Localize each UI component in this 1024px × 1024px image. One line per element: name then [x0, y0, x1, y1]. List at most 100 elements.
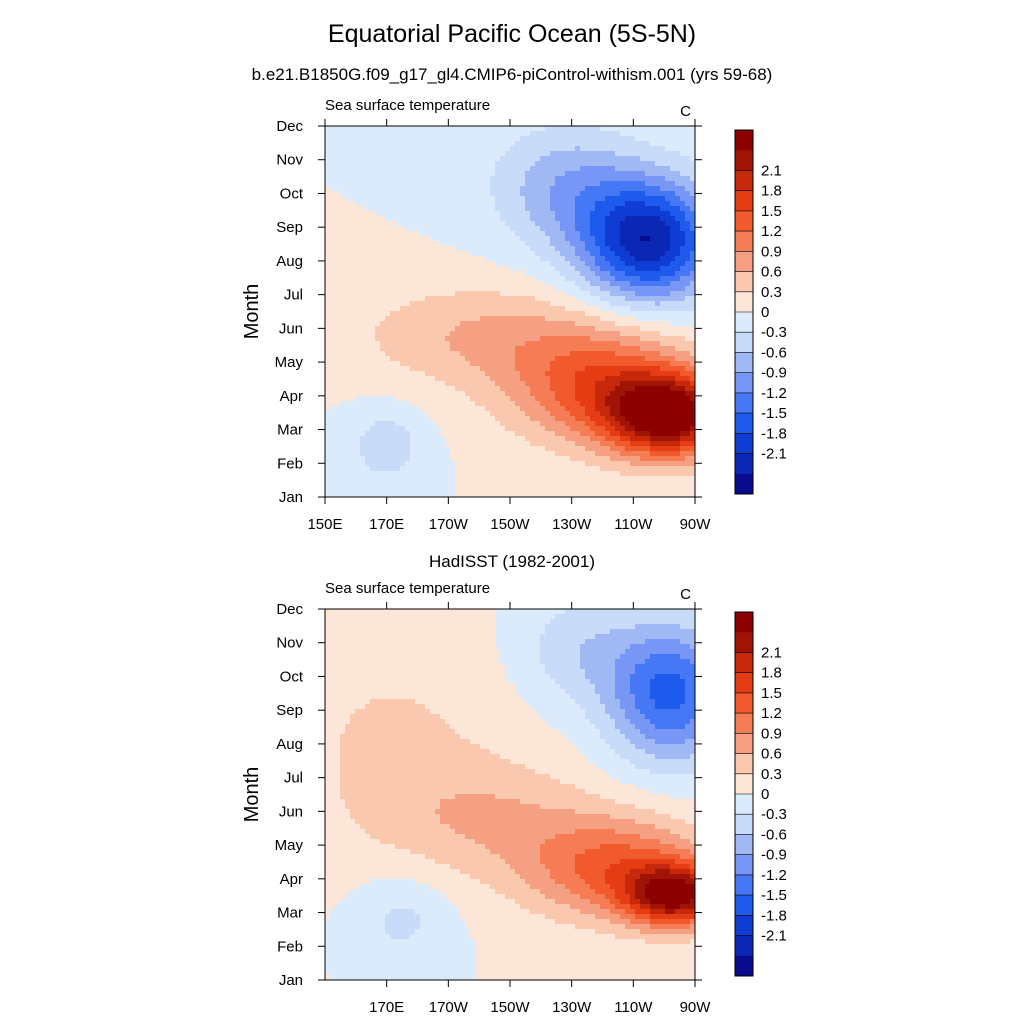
- sst-cell: [465, 141, 471, 147]
- sst-cell: [630, 401, 636, 407]
- sst-cell: [535, 156, 541, 162]
- sst-cell: [380, 256, 386, 262]
- sst-cell: [405, 341, 411, 347]
- sst-cell: [680, 186, 686, 192]
- sst-cell: [410, 341, 416, 347]
- sst-cell: [515, 276, 521, 282]
- sst-cell: [595, 306, 601, 312]
- sst-cell: [325, 366, 331, 372]
- sst-cell: [530, 406, 536, 412]
- sst-cell: [585, 146, 591, 152]
- sst-cell: [640, 226, 646, 232]
- sst-cell: [570, 196, 576, 202]
- sst-cell: [410, 256, 416, 262]
- sst-cell: [680, 241, 686, 247]
- sst-cell: [555, 371, 561, 377]
- sst-cell: [405, 346, 411, 352]
- sst-cell: [395, 451, 401, 457]
- sst-cell: [460, 171, 466, 177]
- sst-cell: [495, 301, 501, 307]
- sst-cell: [325, 206, 331, 212]
- sst-cell: [410, 246, 416, 252]
- sst-cell: [650, 326, 656, 332]
- sst-cell: [495, 436, 501, 442]
- sst-cell: [540, 421, 546, 427]
- sst-cell: [640, 161, 646, 167]
- sst-cell: [635, 426, 641, 432]
- sst-cell: [680, 366, 686, 372]
- sst-cell: [490, 381, 496, 387]
- sst-cell: [660, 331, 666, 337]
- sst-cell: [435, 326, 441, 332]
- sst-cell: [570, 421, 576, 427]
- sst-cell: [640, 241, 646, 247]
- sst-cell: [445, 436, 451, 442]
- sst-cell: [675, 271, 681, 277]
- sst-cell: [650, 146, 656, 152]
- sst-cell: [370, 421, 376, 427]
- sst-cell: [495, 191, 501, 197]
- sst-cell: [445, 306, 451, 312]
- sst-cell: [555, 191, 561, 197]
- sst-cell: [535, 331, 541, 337]
- sst-cell: [330, 311, 336, 317]
- sst-cell: [660, 151, 666, 157]
- sst-cell: [530, 316, 536, 322]
- sst-cell: [635, 441, 641, 447]
- sst-cell: [585, 191, 591, 197]
- sst-cell: [665, 191, 671, 197]
- sst-cell: [625, 411, 631, 417]
- sst-cell: [485, 226, 491, 232]
- sst-cell: [550, 411, 556, 417]
- sst-cell: [595, 331, 601, 337]
- sst-cell: [480, 176, 486, 182]
- sst-cell: [645, 386, 651, 392]
- sst-cell: [630, 271, 636, 277]
- sst-cell: [605, 286, 611, 292]
- sst-cell: [640, 281, 646, 287]
- sst-cell: [540, 161, 546, 167]
- sst-cell: [575, 446, 581, 452]
- sst-cell: [475, 326, 481, 332]
- sst-cell: [455, 146, 461, 152]
- sst-cell: [370, 266, 376, 272]
- sst-cell: [450, 246, 456, 252]
- sst-cell: [685, 321, 691, 327]
- sst-cell: [425, 346, 431, 352]
- sst-cell: [345, 461, 351, 467]
- sst-cell: [580, 281, 586, 287]
- sst-cell: [680, 146, 686, 152]
- sst-cell: [605, 316, 611, 322]
- sst-cell: [500, 236, 506, 242]
- sst-cell: [630, 146, 636, 152]
- sst-cell: [430, 351, 436, 357]
- sst-cell: [395, 446, 401, 452]
- sst-cell: [640, 411, 646, 417]
- sst-cell: [550, 386, 556, 392]
- sst-cell: [380, 126, 386, 132]
- sst-cell: [605, 241, 611, 247]
- sst-cell: [660, 441, 666, 447]
- sst-cell: [430, 431, 436, 437]
- sst-cell: [455, 436, 461, 442]
- sst-cell: [520, 351, 526, 357]
- sst-cell: [645, 146, 651, 152]
- sst-cell: [615, 251, 621, 257]
- sst-cell: [580, 436, 586, 442]
- sst-cell: [500, 361, 506, 367]
- sst-cell: [620, 356, 626, 362]
- sst-cell: [545, 161, 551, 167]
- sst-cell: [385, 331, 391, 337]
- sst-cell: [670, 406, 676, 412]
- sst-cell: [525, 291, 531, 297]
- sst-cell: [575, 251, 581, 257]
- sst-cell: [380, 181, 386, 187]
- sst-cell: [470, 321, 476, 327]
- sst-cell: [495, 141, 501, 147]
- sst-cell: [645, 141, 651, 147]
- sst-cell: [540, 351, 546, 357]
- sst-cell: [600, 236, 606, 242]
- sst-cell: [485, 186, 491, 192]
- sst-cell: [650, 126, 656, 132]
- sst-cell: [425, 311, 431, 317]
